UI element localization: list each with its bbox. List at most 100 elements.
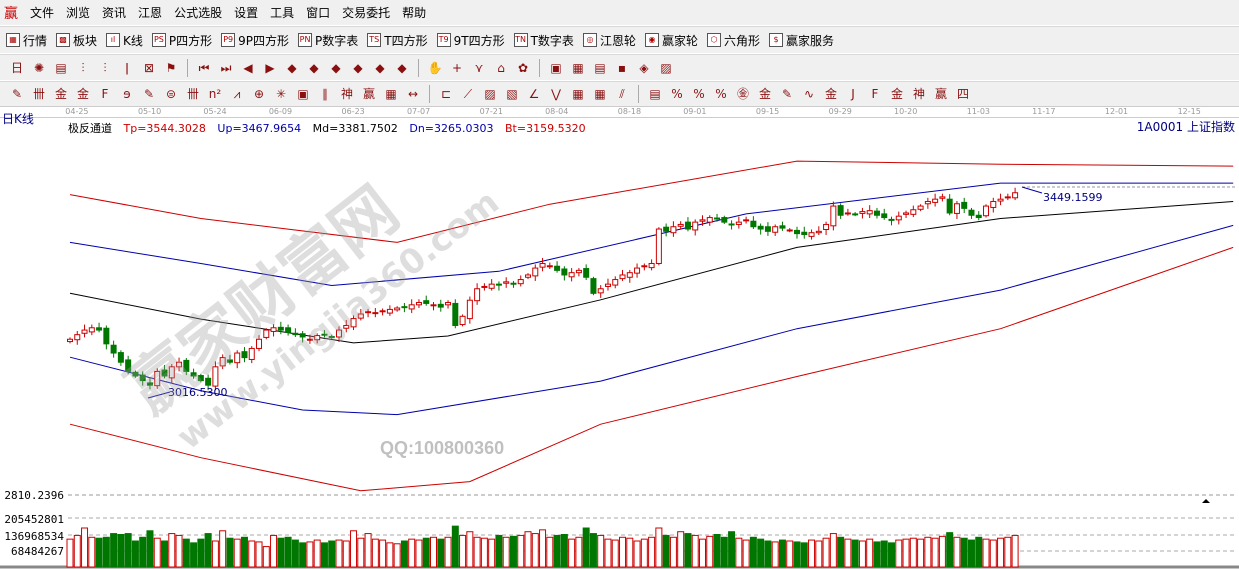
pen-icon[interactable]: ✎ (11, 87, 23, 101)
pattern-icon[interactable]: ✿ (517, 60, 529, 75)
si-icon[interactable]: 四 (956, 87, 969, 101)
rect-icon[interactable]: ⊏ (440, 87, 452, 101)
menu-item[interactable]: 文件 (30, 6, 55, 20)
menu-item[interactable]: 帮助 (402, 6, 427, 20)
fib-icon[interactable]: F (101, 87, 109, 101)
grid2-icon[interactable]: 卌 (186, 87, 199, 101)
circle-icon[interactable]: ⊜ (165, 87, 177, 101)
candle-body (335, 329, 342, 338)
menu-item[interactable]: 交易委托 (342, 6, 391, 20)
toolbar-button[interactable]: ◎ 江恩轮 (582, 32, 636, 49)
gold3-icon[interactable]: ㊎ (736, 87, 749, 101)
percent3-icon[interactable]: % (715, 87, 727, 101)
lines-icon[interactable]: ∥ (322, 87, 328, 101)
note-icon[interactable]: ▤ (594, 60, 606, 75)
right-icon[interactable]: ▶ (265, 60, 275, 75)
gold5-icon[interactable]: 金 (824, 87, 837, 101)
percent2-icon[interactable]: % (693, 87, 705, 101)
nav6-icon[interactable]: ◆ (397, 60, 407, 75)
angle2-icon[interactable]: ∠ (528, 87, 540, 101)
menu-item[interactable]: 浏览 (66, 6, 91, 20)
calculator-icon[interactable]: ▦ (572, 60, 584, 75)
god-icon[interactable]: 神 (340, 87, 353, 101)
gold1-icon[interactable]: 金 (54, 87, 67, 101)
target-icon[interactable]: ⊕ (253, 87, 265, 101)
flag-icon[interactable]: ⚑ (165, 60, 177, 75)
angle-icon[interactable]: ⩘ (233, 87, 241, 101)
toolbar-button[interactable]: T9 9T四方形 (436, 32, 505, 49)
candle-body (837, 205, 844, 216)
list-icon[interactable]: ▤ (649, 87, 661, 101)
ying-icon[interactable]: 赢 (934, 87, 947, 101)
grid4-icon[interactable]: ▦ (594, 87, 606, 101)
toolbar-button[interactable]: TS T四方形 (367, 32, 428, 49)
first-icon[interactable]: ⏮ (198, 60, 210, 75)
toolbar-button[interactable]: PS P四方形 (151, 32, 212, 49)
n2-icon[interactable]: n² (208, 87, 222, 101)
win-icon[interactable]: 赢 (362, 87, 375, 101)
f-icon[interactable]: F (871, 87, 879, 101)
gold6-icon[interactable]: 金 (890, 87, 903, 101)
menu-item[interactable]: 江恩 (138, 6, 163, 20)
doc-icon[interactable]: ▤ (55, 60, 67, 75)
toolbar-button[interactable]: ▦ 行情 (6, 32, 47, 49)
diag-icon[interactable]: ▨ (484, 87, 496, 101)
gold4-icon[interactable]: 金 (758, 87, 771, 101)
chart-icon[interactable]: ✺ (33, 60, 45, 75)
spiral-icon[interactable]: ɘ (123, 87, 131, 101)
bars9-icon[interactable]: ⫶ (103, 60, 107, 75)
wave-icon[interactable]: ⋁ (551, 87, 561, 101)
nav5-icon[interactable]: ◆ (375, 60, 385, 75)
star-icon[interactable]: ✳ (275, 87, 287, 101)
wave2-icon[interactable]: ∿ (803, 87, 815, 101)
left-icon[interactable]: ◀ (243, 60, 253, 75)
hand-icon[interactable]: ✋ (427, 60, 443, 75)
pen3-icon[interactable]: ✎ (781, 87, 793, 101)
nav3-icon[interactable]: ◆ (331, 60, 341, 75)
toolbar-button[interactable]: P9 9P四方形 (221, 32, 289, 49)
menu-item[interactable]: 公式选股 (174, 6, 223, 20)
candle-icon[interactable]: ǀ (125, 60, 129, 75)
fan2-icon[interactable]: ▧ (506, 87, 518, 101)
span-icon[interactable]: ↔ (407, 87, 419, 101)
menu-item[interactable]: 资讯 (102, 6, 127, 20)
toolbar-button[interactable]: ⬡ 六角形 (706, 32, 760, 49)
export-icon[interactable]: ▨ (660, 60, 672, 75)
gold2-icon[interactable]: 金 (76, 87, 89, 101)
nav1-icon[interactable]: ◆ (287, 60, 297, 75)
last-icon[interactable]: ⏭ (220, 60, 232, 75)
fan-icon[interactable]: ⟋ (463, 87, 473, 101)
menu-item[interactable]: 工具 (270, 6, 295, 20)
calendar-icon[interactable]: ▣ (550, 60, 562, 75)
bars3-icon[interactable]: ⫶ (81, 60, 85, 75)
menu-item[interactable]: 窗口 (306, 6, 331, 20)
network-icon[interactable]: ◈ (639, 60, 649, 75)
period-icon[interactable]: 日 (10, 60, 23, 75)
nav4-icon[interactable]: ◆ (353, 60, 363, 75)
volume-bar (306, 541, 314, 568)
toolbar-button[interactable]: $ 赢家服务 (768, 32, 834, 49)
nav2-icon[interactable]: ◆ (309, 60, 319, 75)
grid3-icon[interactable]: ▦ (572, 87, 584, 101)
toolbar-button[interactable]: TN T数字表 (513, 32, 574, 49)
slash-icon[interactable]: ⫽ (619, 87, 625, 101)
shen-icon[interactable]: 神 (912, 87, 925, 101)
grid1-icon[interactable]: 卌 (32, 87, 45, 101)
toolbar-button[interactable]: ▩ 板块 (56, 32, 97, 49)
percent1-icon[interactable]: % (671, 87, 683, 101)
box-icon[interactable]: ▦ (385, 87, 397, 101)
toolbar-button[interactable]: ◉ 赢家轮 (644, 32, 698, 49)
square-icon[interactable]: ▣ (297, 87, 309, 101)
menu-item[interactable]: 设置 (234, 6, 259, 20)
node-icon[interactable]: ⌂ (497, 60, 505, 75)
scroll-up-arrow-icon[interactable] (1202, 499, 1210, 503)
toolbar-button[interactable]: PN P数字表 (298, 32, 358, 49)
crosshair-icon[interactable]: + (451, 60, 463, 75)
save-icon[interactable]: ▪ (617, 60, 627, 75)
extreme-icon[interactable]: ⊠ (143, 60, 155, 75)
line-icon[interactable]: ⋎ (474, 60, 484, 75)
j-icon[interactable]: J (851, 87, 855, 101)
pen2-icon[interactable]: ✎ (143, 87, 155, 101)
toolbar-button[interactable]: ıl K线 (106, 32, 143, 49)
